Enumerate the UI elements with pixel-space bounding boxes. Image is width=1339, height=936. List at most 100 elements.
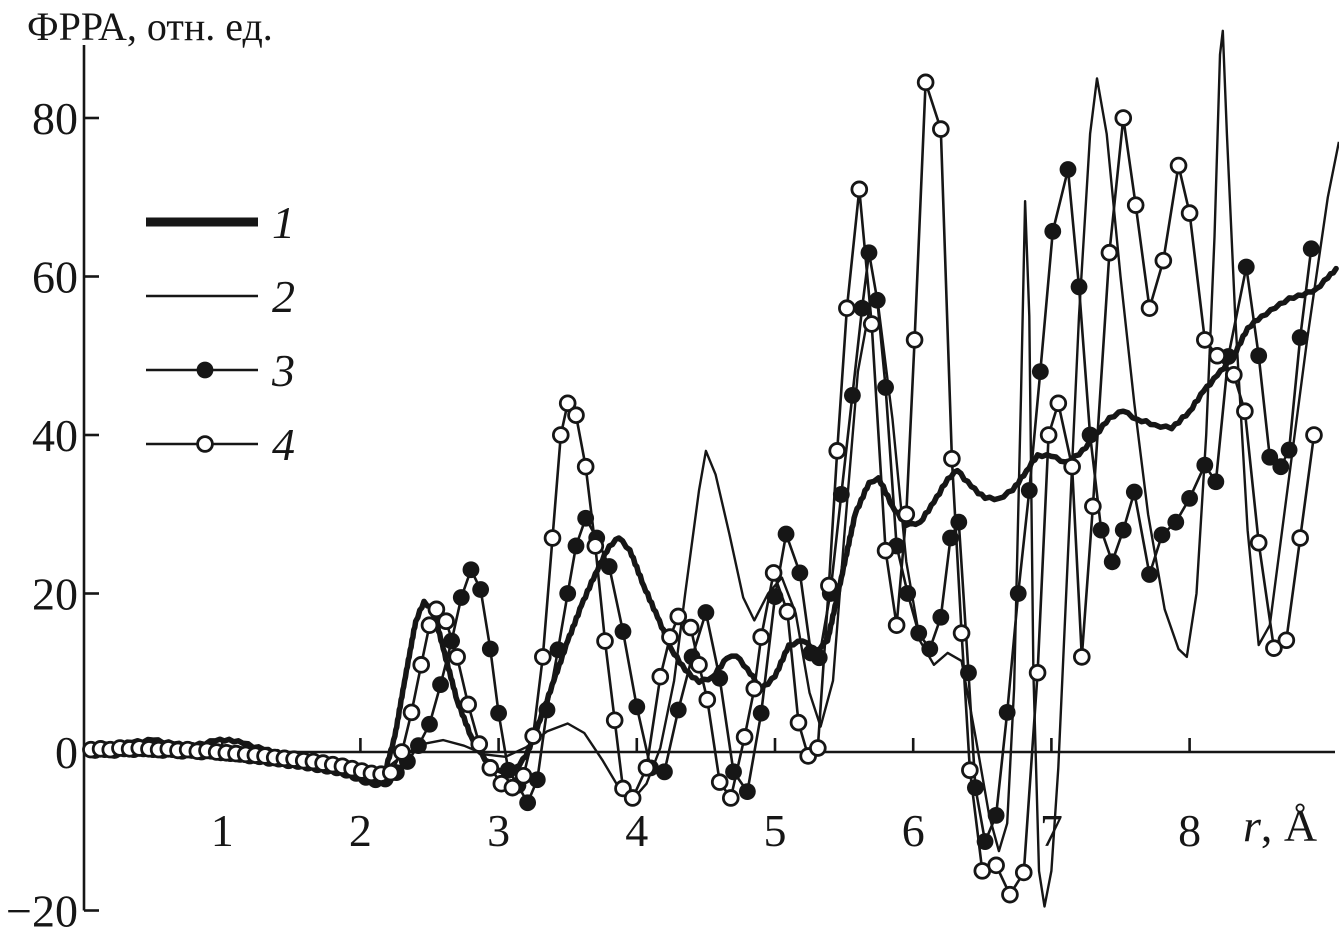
open-circle-marker — [752, 628, 770, 646]
filled-circle-marker — [481, 640, 499, 658]
filled-circle-marker — [528, 771, 546, 789]
filled-circle-marker — [853, 299, 871, 317]
x-tick-label: 5 — [764, 805, 787, 856]
open-circle-marker — [551, 426, 570, 444]
open-circle-marker — [1249, 533, 1268, 552]
open-circle-marker — [543, 529, 562, 547]
filled-circle-marker — [1092, 521, 1110, 539]
filled-circle-marker — [1302, 240, 1320, 258]
open-circle-marker — [1073, 648, 1091, 666]
open-circle-marker — [637, 759, 656, 777]
filled-circle-marker — [976, 833, 994, 850]
open-circle-marker — [623, 789, 642, 807]
open-circle-marker — [862, 315, 881, 333]
y-tick-label: −20 — [6, 886, 78, 936]
y-tick-label: 20 — [32, 569, 78, 620]
filled-circle-marker — [1153, 526, 1171, 544]
open-circle-marker — [916, 73, 935, 92]
filled-circle-marker — [860, 244, 878, 262]
filled-circle-marker — [810, 649, 828, 667]
open-circle-marker — [778, 602, 797, 621]
x-axis-symbol: r — [1243, 800, 1262, 851]
open-circle-marker — [567, 406, 585, 424]
filled-circle-marker — [942, 529, 959, 547]
filled-circle-marker — [519, 794, 537, 812]
filled-circle-marker — [868, 291, 886, 309]
filled-circle-marker — [1237, 258, 1255, 276]
legend-label: 1 — [272, 197, 295, 248]
open-circle-marker — [1001, 885, 1019, 904]
filled-circle-marker — [577, 509, 595, 527]
series-4-markers — [82, 73, 1323, 904]
filled-circle-marker — [1044, 222, 1062, 240]
legend: 1 2 3 4 — [146, 197, 295, 470]
open-circle-marker — [503, 778, 522, 797]
filled-circle-marker — [960, 664, 977, 682]
filled-circle-marker — [910, 624, 928, 642]
filled-circle-marker — [1070, 278, 1088, 296]
open-circle-marker — [420, 616, 439, 634]
open-circle-marker — [470, 735, 489, 753]
open-circle-marker — [196, 435, 214, 453]
filled-circle-marker — [777, 525, 795, 543]
filled-circle-marker — [1059, 161, 1077, 178]
series-3-markers — [86, 161, 1320, 850]
x-tick-label: 7 — [1040, 805, 1063, 856]
open-circle-marker — [1014, 863, 1033, 882]
filled-circle-marker — [1207, 473, 1225, 491]
filled-circle-marker — [1081, 426, 1099, 444]
filled-circle-marker — [410, 737, 427, 755]
filled-circle-marker — [1291, 329, 1309, 346]
filled-circle-marker — [452, 589, 470, 606]
x-tick-label: 1 — [211, 805, 234, 856]
filled-circle-marker — [791, 564, 809, 582]
open-circle-marker — [669, 607, 688, 626]
open-circle-marker — [596, 632, 614, 650]
open-circle-marker — [987, 856, 1005, 875]
open-circle-marker — [1114, 109, 1133, 127]
open-circle-marker — [412, 656, 431, 674]
open-circle-marker — [481, 759, 500, 777]
filled-circle-marker — [1103, 553, 1121, 571]
filled-circle-marker — [832, 486, 850, 503]
open-circle-marker — [1180, 204, 1199, 222]
open-circle-marker — [427, 600, 446, 619]
open-circle-marker — [828, 442, 846, 460]
legend-label: 4 — [272, 419, 295, 470]
filled-circle-marker — [766, 588, 784, 606]
filled-circle-marker — [1280, 441, 1298, 459]
open-circle-marker — [961, 761, 979, 780]
filled-circle-marker — [600, 558, 618, 575]
open-circle-marker — [876, 541, 895, 560]
filled-circle-marker — [614, 623, 632, 640]
filled-circle-marker — [950, 513, 968, 531]
open-circle-marker — [850, 180, 869, 199]
legend-label: 2 — [272, 271, 295, 322]
filled-circle-marker — [738, 783, 756, 801]
open-circle-marker — [576, 457, 595, 476]
filled-circle-marker — [1196, 456, 1214, 474]
filled-circle-marker — [1261, 448, 1279, 466]
open-circle-marker — [820, 576, 838, 595]
x-tick-label: 6 — [902, 805, 925, 856]
filled-circle-marker — [998, 703, 1016, 721]
open-circle-marker — [651, 667, 670, 686]
open-circle-marker — [710, 773, 729, 791]
open-circle-marker — [586, 537, 605, 555]
filled-circle-marker — [932, 608, 950, 626]
marker-layer — [82, 73, 1323, 904]
x-axis-unit: , Å — [1261, 800, 1317, 851]
x-tick-label: 4 — [625, 805, 648, 856]
filled-circle-marker — [472, 581, 490, 598]
open-circle-marker — [809, 739, 827, 757]
x-tick-label: 8 — [1178, 805, 1201, 856]
open-circle-marker — [524, 727, 542, 745]
open-circle-marker — [735, 728, 754, 746]
open-circle-marker — [1063, 457, 1081, 476]
open-circle-marker — [943, 449, 961, 468]
open-circle-marker — [605, 711, 624, 730]
filled-circle-marker — [421, 715, 438, 733]
filled-circle-marker — [1031, 363, 1049, 380]
open-circle-marker — [1196, 331, 1214, 349]
open-circle-marker — [897, 505, 916, 524]
